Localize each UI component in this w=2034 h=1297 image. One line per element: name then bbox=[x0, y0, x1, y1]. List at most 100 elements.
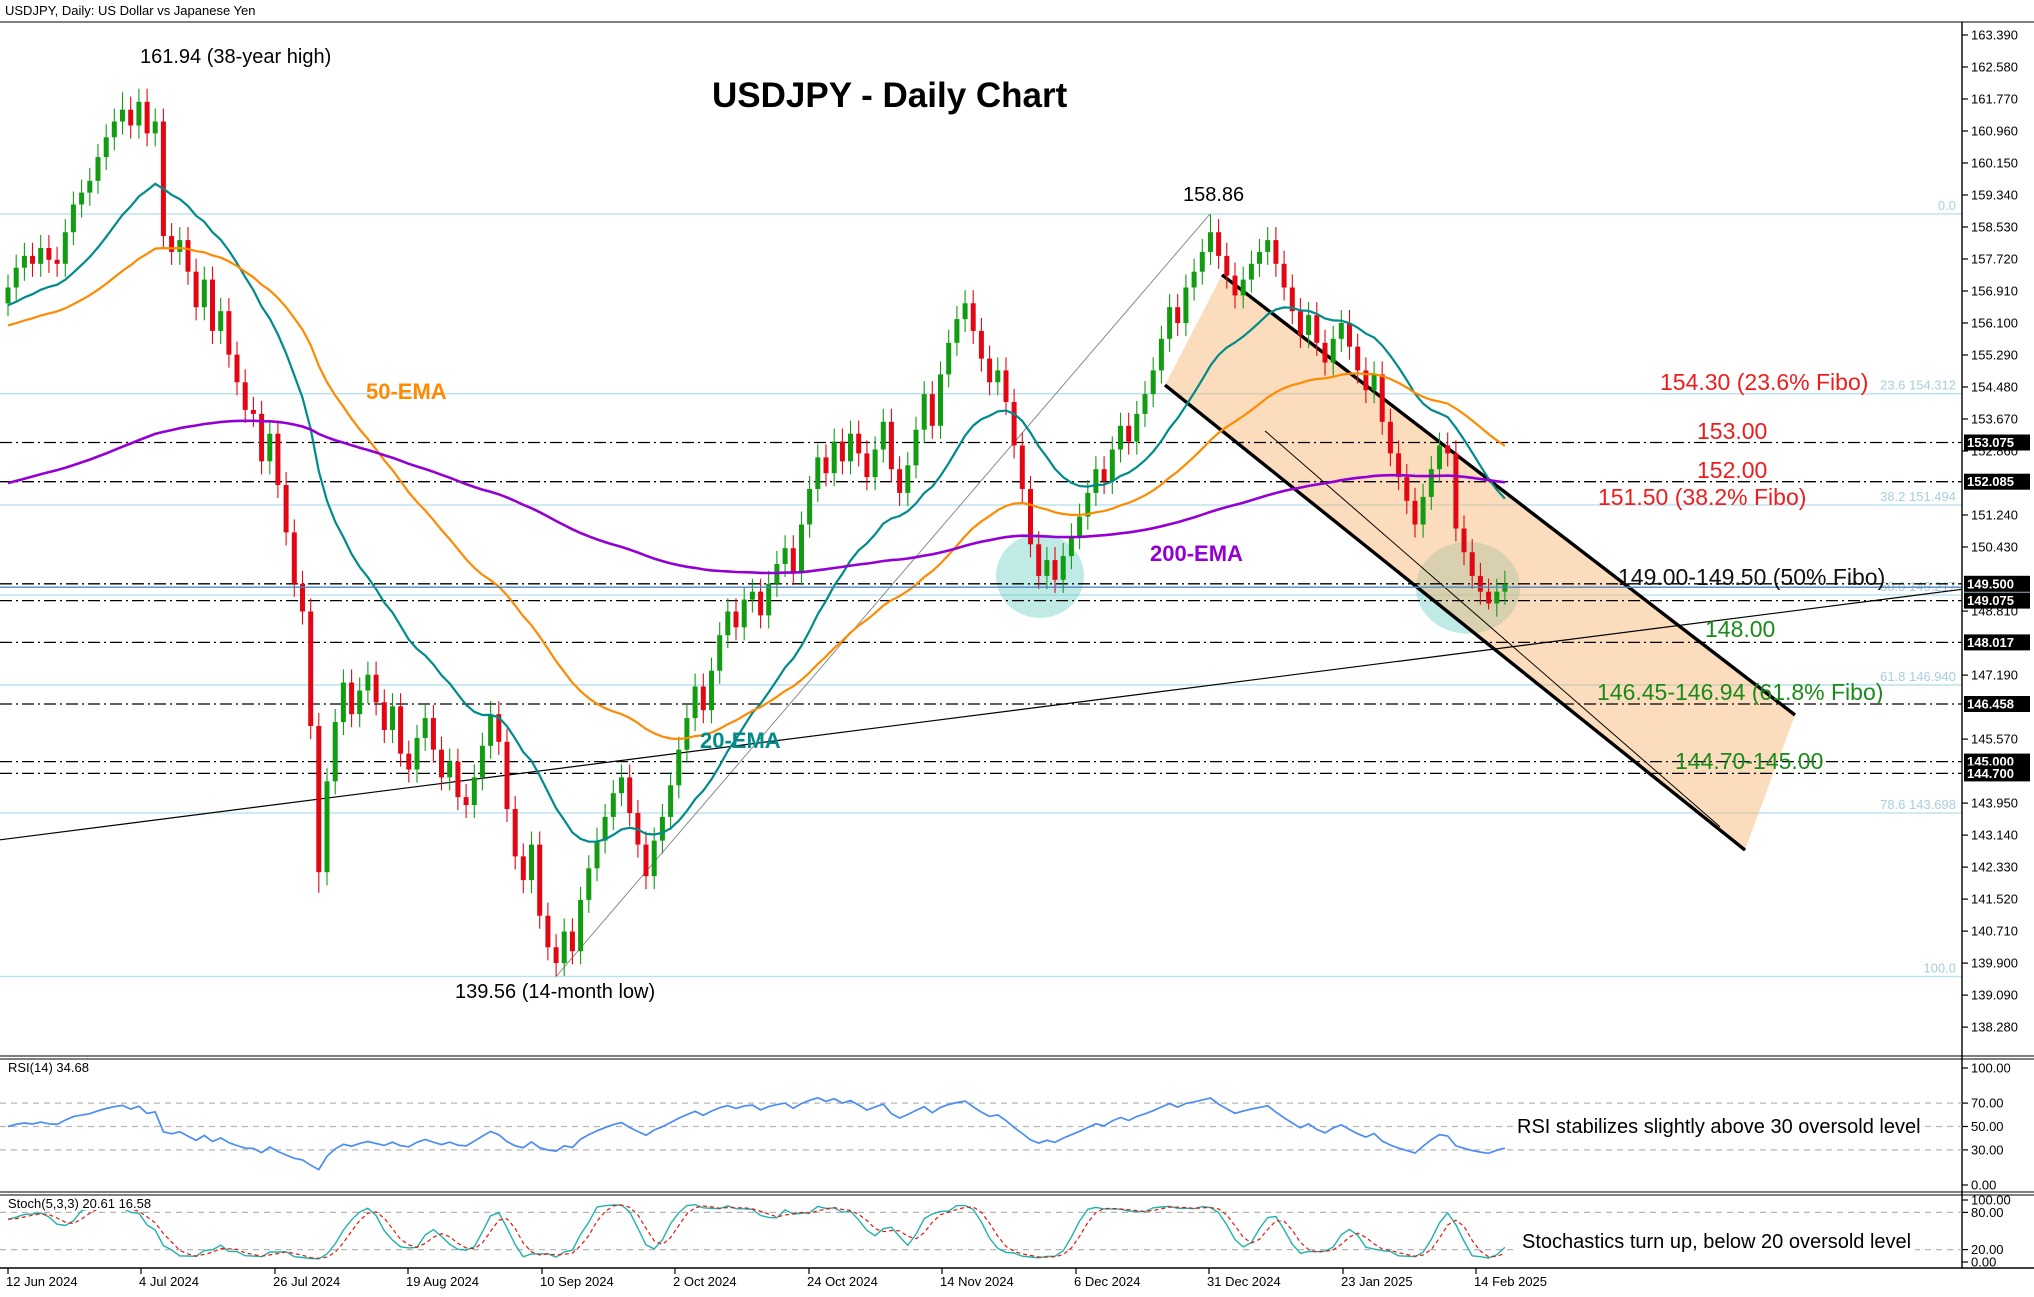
svg-text:19 Aug 2024: 19 Aug 2024 bbox=[406, 1274, 479, 1289]
svg-text:160.150: 160.150 bbox=[1971, 156, 2018, 171]
svg-text:12 Jun 2024: 12 Jun 2024 bbox=[6, 1274, 78, 1289]
svg-text:80.00: 80.00 bbox=[1971, 1205, 2004, 1220]
level-label-fibo382: 151.50 (38.2% Fibo) bbox=[1598, 484, 1807, 510]
svg-text:20.00: 20.00 bbox=[1971, 1242, 2004, 1257]
ema-50-line bbox=[7, 246, 1506, 741]
svg-text:100.00: 100.00 bbox=[1971, 1193, 2011, 1208]
stoch-d-line bbox=[7, 1204, 1506, 1259]
level-label-153: 153.00 bbox=[1697, 418, 1768, 444]
svg-text:156.100: 156.100 bbox=[1971, 316, 2018, 331]
svg-text:50.00: 50.00 bbox=[1971, 1119, 2004, 1134]
svg-text:143.950: 143.950 bbox=[1971, 796, 2018, 811]
svg-text:14 Feb 2025: 14 Feb 2025 bbox=[1474, 1274, 1547, 1289]
svg-text:23.6 154.312: 23.6 154.312 bbox=[1880, 378, 1956, 393]
panel-separators[interactable] bbox=[0, 21, 2034, 1269]
svg-text:144.700: 144.700 bbox=[1967, 766, 2014, 781]
level-label-148: 148.00 bbox=[1705, 616, 1776, 642]
svg-text:153.670: 153.670 bbox=[1971, 412, 2018, 427]
svg-text:151.240: 151.240 bbox=[1971, 508, 2018, 523]
rsi-panel[interactable]: 100.00 70.00 50.00 30.00 0.00 bbox=[0, 1061, 2011, 1193]
svg-text:143.140: 143.140 bbox=[1971, 828, 2018, 843]
ema20-label: 20-EMA bbox=[700, 728, 781, 753]
level-badge bbox=[1964, 634, 2030, 651]
rsi-header: RSI(14) 34.68 bbox=[6, 1060, 91, 1075]
svg-text:163.390: 163.390 bbox=[1971, 28, 2018, 43]
svg-text:100.0: 100.0 bbox=[1923, 961, 1956, 976]
svg-text:138.280: 138.280 bbox=[1971, 1020, 2018, 1035]
svg-text:0.0: 0.0 bbox=[1938, 198, 1956, 213]
rsi-line bbox=[7, 1096, 1506, 1171]
svg-text:4 Jul 2024: 4 Jul 2024 bbox=[139, 1274, 199, 1289]
rsi-note: RSI stabilizes slightly above 30 oversol… bbox=[1513, 1117, 1925, 1137]
svg-text:24 Oct 2024: 24 Oct 2024 bbox=[807, 1274, 878, 1289]
annotation-38year-high: 161.94 (38-year high) bbox=[140, 46, 332, 68]
level-label-152: 152.00 bbox=[1697, 457, 1768, 483]
svg-text:100.00: 100.00 bbox=[1971, 1061, 2011, 1076]
level-label-fibo236: 154.30 (23.6% Fibo) bbox=[1660, 369, 1869, 395]
ema50-label: 50-EMA bbox=[366, 379, 447, 404]
ema200-label: 200-EMA bbox=[1150, 541, 1243, 566]
level-label-14470: 144.70-145.00 bbox=[1675, 748, 1824, 774]
bearish-channel[interactable] bbox=[1163, 273, 1797, 852]
svg-text:139.090: 139.090 bbox=[1971, 988, 2018, 1003]
svg-text:30.00: 30.00 bbox=[1971, 1142, 2004, 1157]
support-resistance-lines[interactable] bbox=[0, 441, 1962, 775]
time-axis[interactable]: 12 Jun 2024 4 Jul 2024 26 Jul 2024 19 Aug 2… bbox=[6, 1268, 1547, 1289]
svg-text:70.00: 70.00 bbox=[1971, 1096, 2004, 1111]
svg-text:2 Oct 2024: 2 Oct 2024 bbox=[673, 1274, 737, 1289]
ema-200-line bbox=[7, 419, 1506, 575]
level-label-fibo50: 149.00-149.50 (50% Fibo) bbox=[1618, 564, 1886, 590]
svg-text:0.00: 0.00 bbox=[1971, 1255, 1996, 1270]
svg-text:23 Jan 2025: 23 Jan 2025 bbox=[1341, 1274, 1413, 1289]
svg-text:6 Dec 2024: 6 Dec 2024 bbox=[1074, 1274, 1141, 1289]
svg-text:0.00: 0.00 bbox=[1971, 1178, 1996, 1193]
svg-text:161.770: 161.770 bbox=[1971, 92, 2018, 107]
level-badge bbox=[1964, 592, 2030, 609]
svg-text:154.480: 154.480 bbox=[1971, 380, 2018, 395]
annotation-peak-158: 158.86 bbox=[1183, 184, 1245, 206]
svg-text:147.190: 147.190 bbox=[1971, 668, 2018, 683]
level-badge bbox=[1964, 575, 2030, 592]
stoch-header: Stoch(5,3,3) 20.61 16.58 bbox=[6, 1196, 154, 1211]
svg-text:38.2 151.494: 38.2 151.494 bbox=[1880, 489, 1956, 504]
svg-text:141.520: 141.520 bbox=[1971, 892, 2018, 907]
svg-text:139.900: 139.900 bbox=[1971, 956, 2018, 971]
svg-text:150.430: 150.430 bbox=[1971, 540, 2018, 555]
svg-text:61.8 146.940: 61.8 146.940 bbox=[1880, 669, 1956, 684]
svg-text:149.075: 149.075 bbox=[1967, 593, 2014, 608]
price-axis[interactable]: 163.390 162.580 161.770 160.960 160.150 159.3… bbox=[1961, 22, 2030, 1268]
svg-text:160.960: 160.960 bbox=[1971, 124, 2018, 139]
svg-text:157.720: 157.720 bbox=[1971, 252, 2018, 267]
svg-text:26 Jul 2024: 26 Jul 2024 bbox=[273, 1274, 340, 1289]
candles[interactable] bbox=[5, 88, 1508, 977]
window-title: USDJPY, Daily: US Dollar vs Japanese Yen bbox=[5, 3, 256, 18]
svg-text:149.500: 149.500 bbox=[1967, 576, 2014, 591]
level-badge bbox=[1964, 473, 2030, 490]
chart-title: USDJPY - Daily Chart bbox=[712, 76, 1068, 115]
level-badge bbox=[1964, 434, 2030, 451]
svg-text:155.290: 155.290 bbox=[1971, 348, 2018, 363]
svg-text:148.017: 148.017 bbox=[1967, 635, 2014, 650]
svg-text:156.910: 156.910 bbox=[1971, 284, 2018, 299]
svg-text:153.075: 153.075 bbox=[1967, 435, 2014, 450]
svg-text:31 Dec 2024: 31 Dec 2024 bbox=[1207, 1274, 1281, 1289]
svg-text:142.330: 142.330 bbox=[1971, 860, 2018, 875]
svg-text:145.000: 145.000 bbox=[1967, 754, 2014, 769]
level-badge bbox=[1964, 765, 2030, 782]
svg-text:140.710: 140.710 bbox=[1971, 924, 2018, 939]
svg-text:159.340: 159.340 bbox=[1971, 188, 2018, 203]
svg-text:14 Nov 2024: 14 Nov 2024 bbox=[940, 1274, 1014, 1289]
annotation-14month-low: 139.56 (14-month low) bbox=[455, 981, 656, 1003]
stoch-note: Stochastics turn up, below 20 oversold l… bbox=[1518, 1232, 1916, 1252]
svg-text:146.458: 146.458 bbox=[1967, 697, 2014, 712]
svg-text:152.085: 152.085 bbox=[1967, 474, 2014, 489]
svg-text:50.0 149.217: 50.0 149.217 bbox=[1880, 579, 1956, 594]
svg-text:162.580: 162.580 bbox=[1971, 60, 2018, 75]
level-label-fibo618: 146.45-146.94 (61.8% Fibo) bbox=[1597, 679, 1884, 705]
level-badge bbox=[1964, 696, 2030, 712]
svg-text:145.570: 145.570 bbox=[1971, 732, 2018, 747]
svg-text:78.6 143.698: 78.6 143.698 bbox=[1880, 797, 1956, 812]
